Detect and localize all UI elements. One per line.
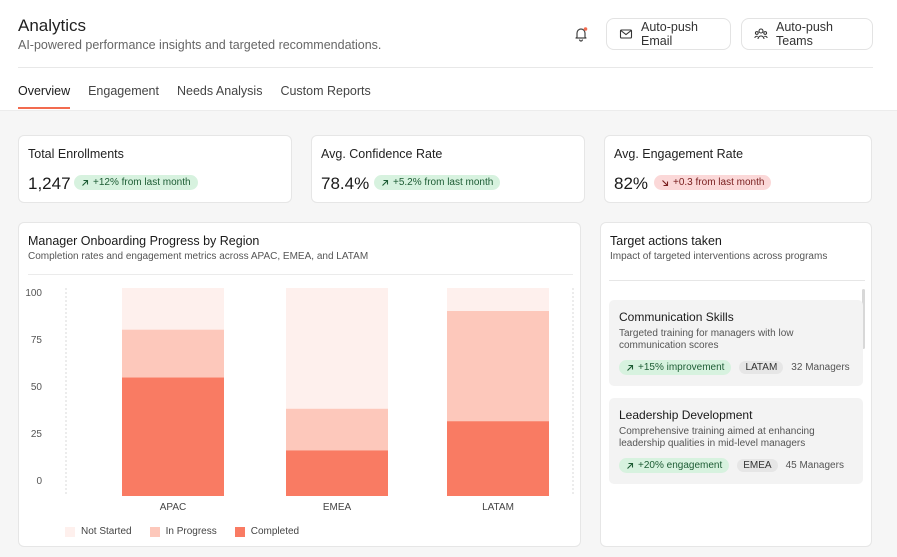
page-subtitle: AI-powered performance insights and targ…	[18, 38, 382, 52]
chart-subtitle: Completion rates and engagement metrics …	[28, 251, 369, 262]
stat-change-text: +12% from last month	[93, 177, 191, 188]
action-description: Comprehensive training aimed at enhancin…	[619, 426, 815, 449]
legend-swatch	[65, 526, 75, 537]
actions-list[interactable]: Communication Skills Targeted training f…	[609, 280, 865, 548]
action-tags: +15% improvement LATAM 32 Managers	[619, 360, 850, 375]
region-chip: LATAM	[739, 361, 784, 374]
main-content: Total Enrollments 1,247 +12% from last m…	[0, 110, 897, 557]
y-tick-label: 25	[31, 429, 43, 440]
stat-label: Avg. Engagement Rate	[614, 147, 744, 161]
tab-bar: Overview Engagement Needs Analysis Custo…	[18, 84, 371, 109]
stat-card-engagement: Avg. Engagement Rate 82% +0.3 from last …	[604, 135, 872, 203]
impact-text: +20% engagement	[638, 460, 723, 471]
legend-item-completed: Completed	[234, 526, 300, 537]
bar-segment-in-progress	[122, 329, 224, 378]
bar-segment-in-progress	[286, 408, 388, 451]
bar-segment-in-progress	[447, 310, 549, 422]
chart-title: Manager Onboarding Progress by Region	[28, 234, 260, 248]
action-title: Leadership Development	[619, 408, 753, 422]
stat-value: 78.4%	[321, 174, 370, 193]
legend-label: In Progress	[165, 526, 217, 537]
y-tick-label: 0	[36, 476, 42, 487]
tab-engagement[interactable]: Engagement	[88, 84, 159, 98]
auto-push-teams-button[interactable]: Auto-push Teams	[741, 18, 873, 50]
stat-change-badge: +0.3 from last month	[654, 175, 772, 190]
region-chip: EMEA	[737, 459, 778, 472]
legend-item-not-started: Not Started	[65, 526, 132, 537]
stat-value: 1,247	[28, 174, 71, 193]
arrow-down-right-icon	[662, 179, 669, 186]
auto-push-email-button[interactable]: Auto-push Email	[606, 18, 731, 50]
action-item-leadership[interactable]: Leadership Development Comprehensive tra…	[609, 398, 863, 484]
stat-label: Total Enrollments	[28, 147, 124, 161]
stacked-bar-chart: 0 25 50 75 100 APAC EMEA LATAM	[25, 288, 574, 513]
bar-segment-not-started	[122, 288, 224, 330]
team-icon	[754, 28, 768, 40]
legend-item-in-progress: In Progress	[149, 526, 217, 537]
page-title: Analytics	[18, 16, 87, 35]
stat-change-badge: +5.2% from last month	[374, 175, 501, 190]
tab-custom-reports[interactable]: Custom Reports	[280, 84, 371, 98]
bar-segment-completed	[447, 421, 549, 496]
action-title: Communication Skills	[619, 310, 734, 324]
bar-segment-not-started	[286, 288, 388, 409]
x-tick-label: APAC	[160, 502, 187, 513]
chart-legend: Not Started In Progress Completed	[65, 526, 299, 537]
action-tags: +20% engagement EMEA 45 Managers	[619, 458, 844, 473]
action-description: Targeted training for managers with low …	[619, 328, 794, 351]
x-tick-label: EMEA	[323, 502, 352, 513]
bar-segment-completed	[122, 377, 224, 496]
arrow-up-right-icon	[82, 179, 89, 186]
manager-count: 32 Managers	[791, 362, 850, 373]
stat-value: 82%	[614, 174, 649, 193]
legend-swatch	[234, 526, 245, 537]
stat-card-confidence: Avg. Confidence Rate 78.4% +5.2% from la…	[311, 135, 585, 203]
stat-change-text: +5.2% from last month	[393, 177, 494, 188]
stat-label: Avg. Confidence Rate	[321, 147, 443, 161]
auto-push-email-label: Auto-push Email	[641, 20, 698, 48]
y-tick-label: 75	[31, 335, 43, 346]
notification-bell-icon[interactable]	[573, 26, 589, 42]
stat-change-text: +0.3 from last month	[673, 177, 765, 188]
legend-swatch	[149, 526, 160, 537]
chart-divider	[28, 274, 573, 275]
impact-badge: +20% engagement	[619, 458, 730, 473]
action-item-communication[interactable]: Communication Skills Targeted training f…	[609, 300, 863, 386]
stat-change-badge: +12% from last month	[74, 175, 198, 190]
scrollbar[interactable]	[862, 289, 865, 349]
target-actions-card: Target actions taken Impact of targeted …	[600, 222, 872, 547]
impact-badge: +15% improvement	[619, 360, 732, 375]
auto-push-teams-label: Auto-push Teams	[776, 20, 833, 48]
stat-card-enrollments: Total Enrollments 1,247 +12% from last m…	[18, 135, 292, 203]
bar-segment-completed	[286, 450, 388, 496]
header-divider	[18, 67, 873, 68]
tab-needs-analysis[interactable]: Needs Analysis	[176, 84, 263, 98]
impact-text: +15% improvement	[638, 362, 725, 373]
y-tick-label: 100	[25, 288, 42, 299]
bar-segment-not-started	[447, 288, 549, 311]
arrow-up-right-icon	[382, 179, 389, 186]
y-tick-label: 50	[31, 382, 43, 393]
arrow-up-right-icon	[627, 462, 634, 469]
x-tick-label: LATAM	[482, 502, 514, 513]
page-header: Analytics AI-powered performance insight…	[0, 0, 897, 110]
arrow-up-right-icon	[627, 364, 634, 371]
tab-overview[interactable]: Overview	[18, 84, 71, 109]
actions-subtitle: Impact of targeted interventions across …	[610, 251, 828, 262]
legend-label: Not Started	[81, 526, 132, 537]
mail-icon	[619, 29, 633, 39]
onboarding-chart-card: Manager Onboarding Progress by Region Co…	[18, 222, 581, 547]
legend-label: Completed	[250, 526, 300, 537]
manager-count: 45 Managers	[785, 460, 844, 471]
actions-title: Target actions taken	[610, 234, 722, 248]
